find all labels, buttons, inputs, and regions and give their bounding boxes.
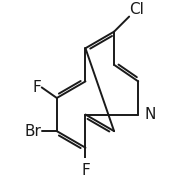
Text: Cl: Cl [129,2,144,17]
Text: Br: Br [25,124,42,139]
Text: F: F [81,163,90,178]
Text: F: F [33,80,42,95]
Text: N: N [144,107,156,122]
